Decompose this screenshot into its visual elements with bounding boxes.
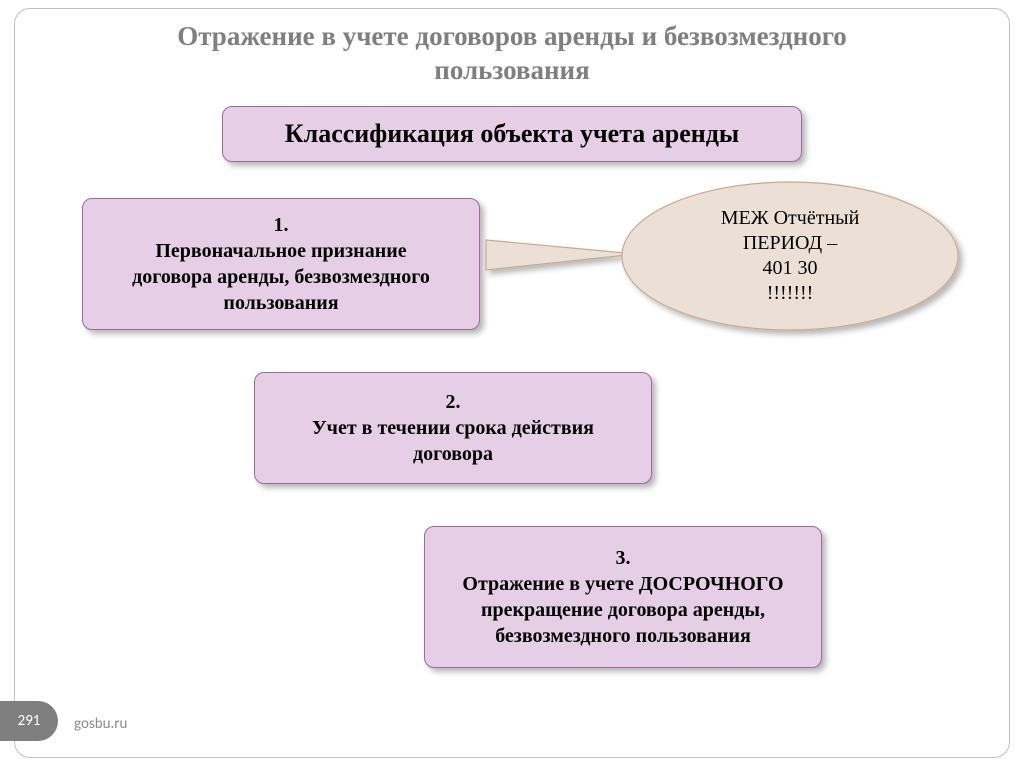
step-2-l1: Учет в течении срока действия — [312, 415, 594, 441]
footer-text: gosbu.ru — [74, 715, 127, 733]
page-number-badge: 291 — [0, 701, 58, 741]
step-2-box: 2. Учет в течении срока действия договор… — [254, 372, 652, 484]
step-2-num: 2. — [446, 389, 461, 415]
footer-source: gosbu.ru — [74, 715, 127, 733]
step-1-l1: Первоначальное признание — [155, 238, 406, 264]
step-3-l2: прекращение договора аренды, — [481, 597, 765, 623]
subtitle-text: Классификация объекта учета аренды — [285, 117, 739, 151]
step-2-l2: договора — [413, 441, 493, 467]
subtitle-box: Классификация объекта учета аренды — [222, 106, 802, 162]
step-3-num: 3. — [616, 545, 631, 571]
step-3-l1: Отражение в учете ДОСРОЧНОГО — [462, 571, 783, 597]
step-1-num: 1. — [274, 212, 289, 238]
page-number: 291 — [18, 712, 41, 730]
step-3-box: 3. Отражение в учете ДОСРОЧНОГО прекраще… — [424, 526, 822, 668]
step-1-box: 1. Первоначальное признание договора аре… — [82, 198, 480, 330]
title-line-2: пользования — [0, 54, 1024, 88]
step-1-l3: пользования — [223, 290, 338, 316]
page-title: Отражение в учете договоров аренды и без… — [0, 20, 1024, 88]
step-1-l2: договора аренды, безвозмездного — [132, 264, 430, 290]
title-line-1: Отражение в учете договоров аренды и без… — [0, 20, 1024, 54]
step-3-l3: безвозмездного пользования — [495, 623, 751, 649]
slide: Отражение в учете договоров аренды и без… — [0, 0, 1024, 767]
